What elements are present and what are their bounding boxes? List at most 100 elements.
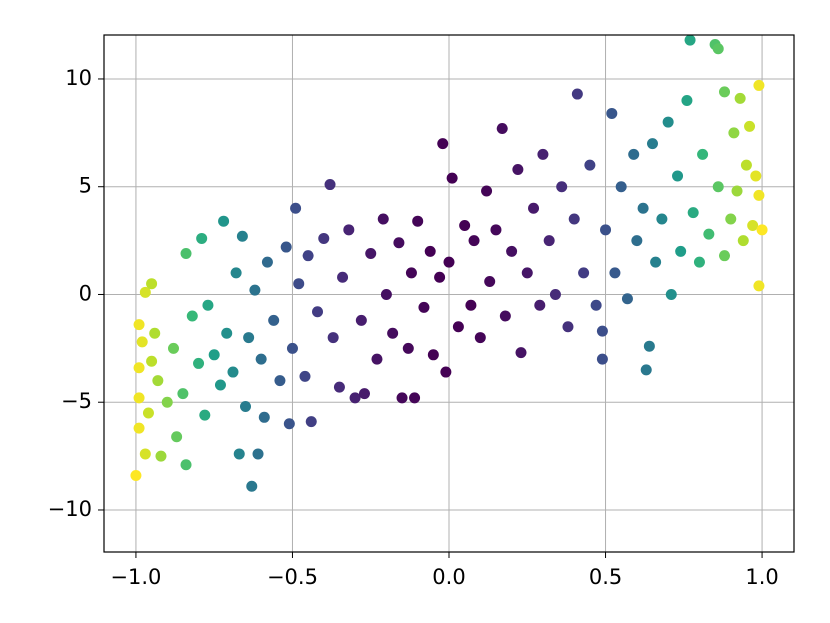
point: [396, 392, 408, 404]
point: [171, 431, 183, 443]
point: [405, 267, 417, 279]
point: [459, 220, 471, 232]
point: [230, 267, 242, 279]
point: [637, 202, 649, 214]
point: [318, 232, 330, 244]
point: [684, 34, 696, 46]
point: [327, 332, 339, 344]
point: [596, 325, 608, 337]
x-tick-label: −0.5: [267, 565, 318, 589]
point: [161, 396, 173, 408]
point: [139, 448, 151, 460]
point: [490, 224, 502, 236]
point: [590, 299, 602, 311]
point: [243, 332, 255, 344]
point: [186, 310, 198, 322]
point: [534, 299, 546, 311]
point: [615, 181, 627, 193]
point: [543, 235, 555, 247]
point: [753, 79, 765, 91]
point: [606, 107, 618, 119]
point: [556, 181, 568, 193]
point: [468, 235, 480, 247]
point: [155, 450, 167, 462]
point: [343, 224, 355, 236]
point: [712, 43, 724, 55]
point: [142, 407, 154, 419]
point: [750, 170, 762, 182]
point: [293, 278, 305, 290]
y-tick-label: 0: [79, 281, 92, 305]
y-tick-label: −5: [61, 389, 92, 413]
point: [584, 159, 596, 171]
point: [578, 267, 590, 279]
point: [149, 327, 161, 339]
point: [756, 224, 768, 236]
point: [402, 342, 414, 354]
point: [371, 353, 383, 365]
point: [725, 213, 737, 225]
point: [258, 411, 270, 423]
point: [133, 362, 145, 374]
point: [202, 299, 214, 311]
point: [358, 388, 370, 400]
point: [643, 340, 655, 352]
point: [753, 189, 765, 201]
point: [233, 448, 245, 460]
point: [196, 232, 208, 244]
point: [718, 86, 730, 98]
point: [246, 480, 258, 492]
point: [409, 392, 421, 404]
point: [337, 271, 349, 283]
point: [177, 388, 189, 400]
point: [512, 163, 524, 175]
point: [136, 336, 148, 348]
point: [427, 349, 439, 361]
point: [333, 381, 345, 393]
point: [221, 327, 233, 339]
point: [146, 355, 158, 367]
point: [302, 250, 314, 262]
point: [355, 314, 367, 326]
point: [437, 138, 449, 150]
point: [261, 256, 273, 268]
point: [446, 172, 458, 184]
point: [481, 185, 493, 197]
point: [621, 293, 633, 305]
point: [208, 349, 220, 361]
point: [424, 245, 436, 257]
point: [646, 138, 658, 150]
point: [693, 256, 705, 268]
y-tick-label: −10: [48, 497, 92, 521]
point: [496, 123, 508, 135]
point: [290, 202, 302, 214]
point: [412, 215, 424, 227]
point: [133, 319, 145, 331]
point: [146, 278, 158, 290]
point: [640, 364, 652, 376]
point: [499, 310, 511, 322]
point: [631, 235, 643, 247]
point: [324, 179, 336, 191]
point: [249, 284, 261, 296]
point: [255, 353, 267, 365]
point: [252, 448, 264, 460]
point: [484, 276, 496, 288]
point: [521, 267, 533, 279]
x-tick-label: 1.0: [745, 565, 778, 589]
point: [687, 207, 699, 219]
point: [240, 401, 252, 413]
point: [130, 469, 142, 481]
point: [681, 95, 693, 107]
point: [628, 148, 640, 160]
point: [744, 120, 756, 132]
point: [737, 235, 749, 247]
point: [236, 230, 248, 242]
point: [380, 288, 392, 300]
point: [703, 228, 715, 240]
point: [214, 379, 226, 391]
point: [133, 422, 145, 434]
point: [675, 245, 687, 257]
